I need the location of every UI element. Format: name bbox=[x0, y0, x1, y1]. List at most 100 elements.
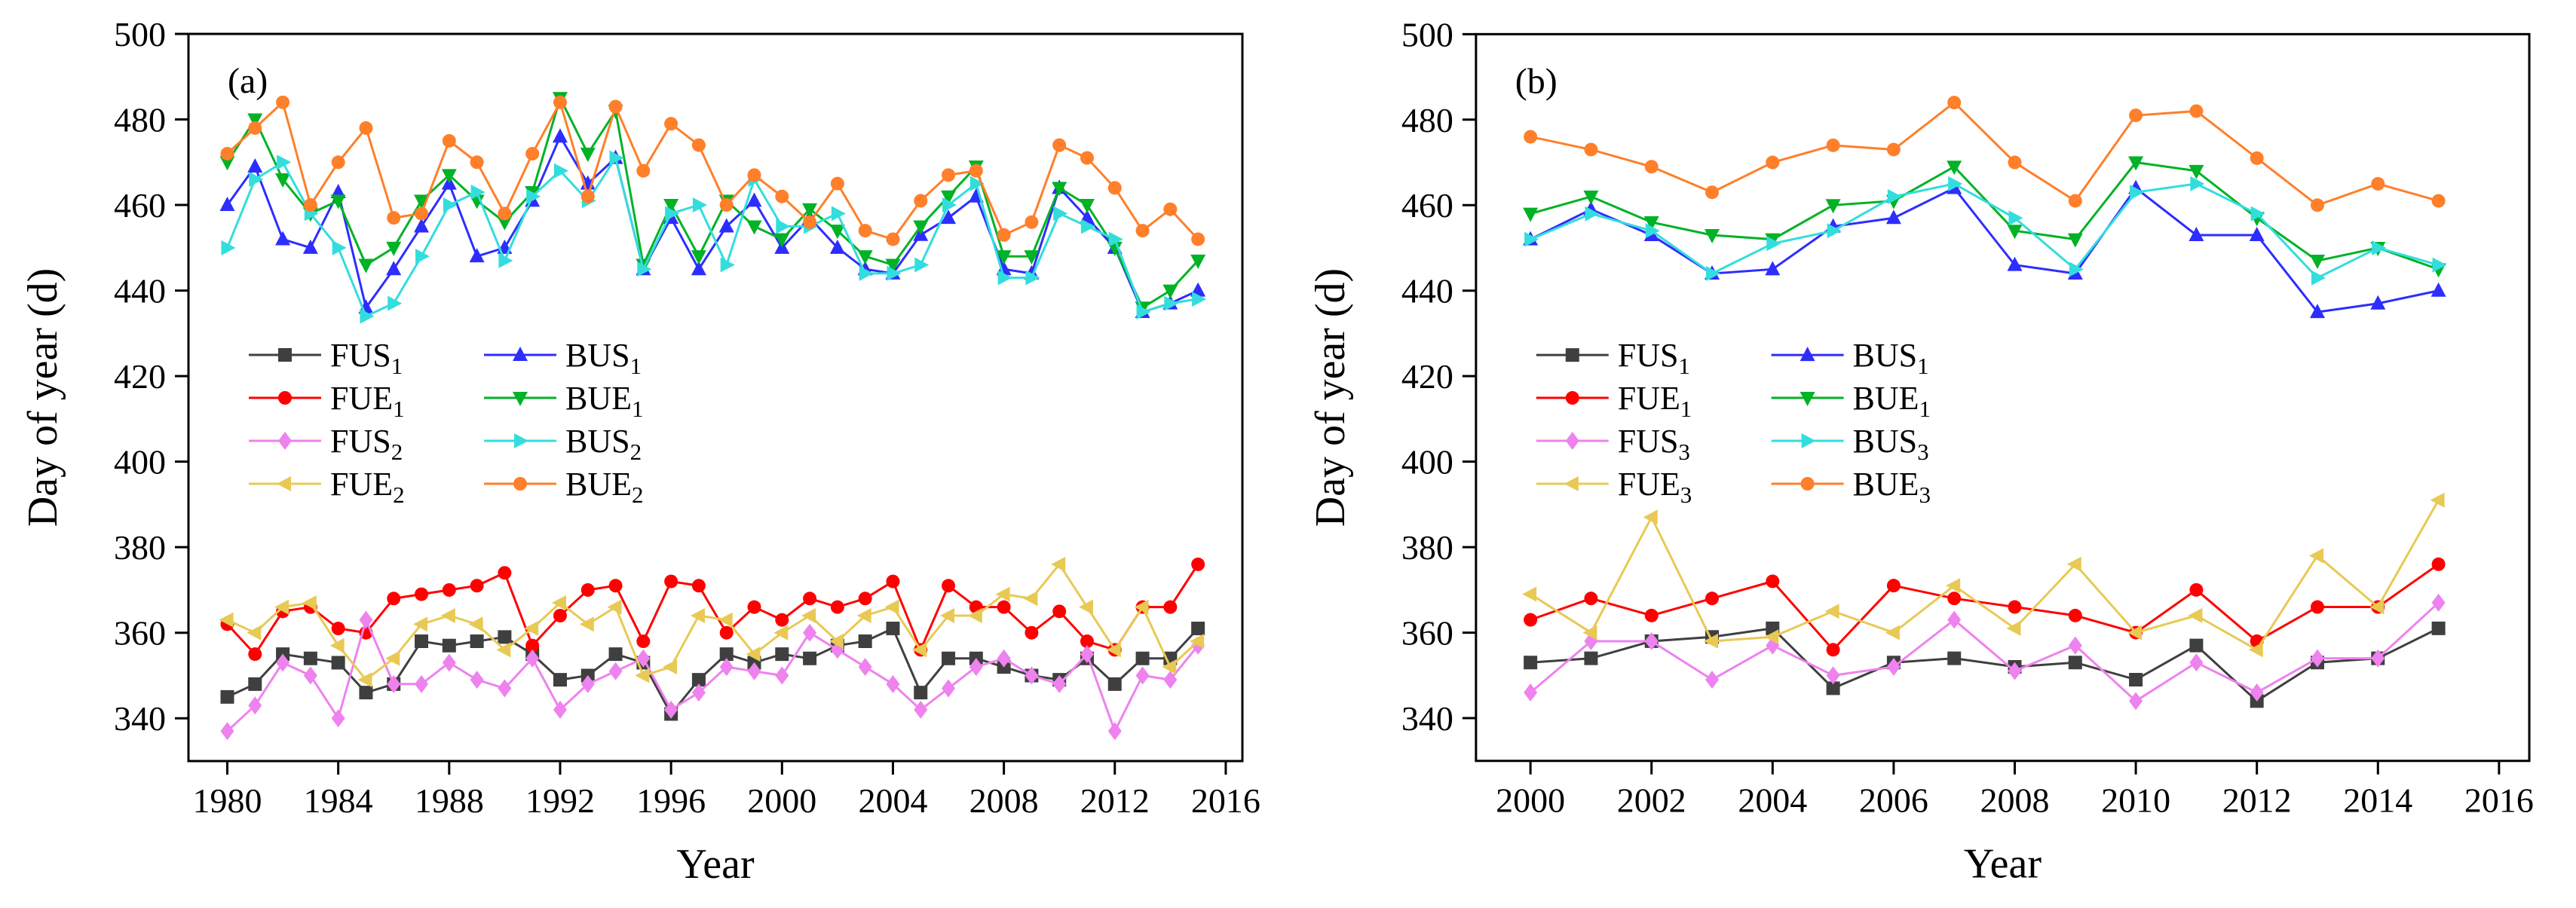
x-tick-label: 2010 bbox=[2101, 781, 2170, 820]
plot-frame bbox=[187, 32, 1244, 763]
square-marker bbox=[470, 634, 484, 649]
series-BUE1 bbox=[1523, 156, 2446, 278]
series-line bbox=[1530, 627, 2440, 703]
y-tick-label: 440 bbox=[114, 272, 166, 310]
circle-marker bbox=[553, 609, 567, 622]
square-marker bbox=[858, 634, 872, 649]
triangle-right-marker bbox=[277, 154, 292, 170]
circle-marker bbox=[1886, 142, 1901, 157]
circle-marker bbox=[553, 95, 567, 109]
diamond-marker bbox=[470, 671, 484, 689]
triangle-left-marker bbox=[274, 599, 289, 615]
series-line bbox=[1530, 101, 2440, 206]
square-marker bbox=[942, 651, 956, 665]
circle-marker bbox=[1163, 202, 1178, 216]
triangle-down-marker bbox=[219, 156, 235, 171]
triangle-down-marker bbox=[414, 194, 430, 209]
triangle-left-marker bbox=[440, 608, 455, 623]
square-marker bbox=[2189, 638, 2204, 653]
diamond-marker bbox=[1524, 683, 1538, 702]
legend-label: FUS2 bbox=[330, 423, 403, 465]
series-FUE3 bbox=[1522, 492, 2445, 658]
triangle-up-marker bbox=[275, 231, 291, 246]
diamond-marker bbox=[1947, 610, 1962, 629]
circle-marker bbox=[858, 592, 872, 606]
diamond-marker bbox=[1080, 645, 1094, 664]
circle-marker bbox=[2250, 151, 2264, 165]
triangle-left-marker bbox=[2430, 492, 2445, 508]
circle-marker bbox=[470, 579, 484, 593]
y-tick-label: 460 bbox=[1401, 186, 1453, 225]
series-FUE2 bbox=[219, 556, 1205, 688]
square-marker bbox=[608, 647, 623, 662]
x-axis: 1980 1984 1988 1992 1996 2000 2004 2008 2012 2016 bbox=[193, 761, 1260, 820]
legend-label: FUE2 bbox=[330, 466, 405, 508]
triangle-down-marker bbox=[885, 258, 901, 274]
square-marker bbox=[1191, 622, 1205, 636]
circle-marker bbox=[1826, 643, 1840, 657]
square-marker bbox=[803, 651, 817, 665]
circle-marker bbox=[1766, 155, 1780, 170]
circle-marker bbox=[747, 600, 761, 614]
x-tick-label: 2008 bbox=[1980, 781, 2050, 820]
triangle-down-marker bbox=[2067, 233, 2083, 248]
square-marker bbox=[1565, 348, 1579, 362]
circle-marker bbox=[580, 189, 595, 203]
triangle-left-marker bbox=[2188, 607, 2203, 623]
series-BUS1 bbox=[219, 128, 1206, 318]
y-axis-title: Day of year (d) bbox=[1307, 268, 1354, 527]
y-tick-label: 440 bbox=[1401, 272, 1453, 310]
triangle-right-marker bbox=[498, 252, 513, 268]
triangle-right-marker bbox=[637, 261, 652, 277]
circle-marker bbox=[525, 638, 540, 653]
y-tick-label: 480 bbox=[114, 101, 166, 139]
triangle-left-marker bbox=[1564, 475, 1579, 491]
diamond-marker bbox=[608, 662, 623, 680]
x-tick-label: 1988 bbox=[415, 781, 484, 820]
triangle-down-marker bbox=[1825, 199, 1841, 214]
circle-marker bbox=[886, 232, 900, 246]
triangle-right-marker bbox=[1645, 223, 1660, 239]
circle-marker bbox=[1135, 224, 1150, 238]
triangle-right-marker bbox=[609, 150, 624, 166]
triangle-down-marker bbox=[857, 250, 873, 265]
square-marker bbox=[442, 638, 456, 653]
circle-marker bbox=[664, 574, 678, 589]
series-BUE1 bbox=[219, 92, 1206, 316]
diamond-marker bbox=[2189, 653, 2204, 672]
triangle-right-marker bbox=[1706, 266, 1721, 282]
x-tick-label: 1996 bbox=[636, 781, 706, 820]
circle-marker bbox=[2068, 194, 2082, 208]
triangle-right-marker bbox=[415, 249, 430, 264]
triangle-down-marker bbox=[1947, 161, 1962, 176]
diamond-marker bbox=[858, 658, 872, 677]
triangle-up-marker bbox=[469, 248, 485, 263]
circle-marker bbox=[775, 189, 789, 203]
series-line bbox=[1530, 182, 2440, 280]
square-marker bbox=[1826, 681, 1840, 696]
series-FUS2 bbox=[220, 610, 1205, 741]
panel-label: (a) bbox=[228, 61, 268, 101]
legend-item: BUS1 bbox=[484, 337, 642, 379]
legend-label: FUE1 bbox=[330, 380, 405, 422]
circle-marker bbox=[1052, 604, 1067, 619]
circle-marker bbox=[1025, 625, 1039, 640]
legend-label: BUE3 bbox=[1853, 466, 1931, 508]
triangle-left-marker bbox=[1764, 629, 1779, 645]
circle-marker bbox=[2008, 600, 2022, 614]
triangle-down-marker bbox=[1583, 190, 1599, 205]
triangle-right-marker bbox=[387, 295, 403, 311]
y-tick-label: 360 bbox=[1401, 614, 1453, 653]
y-tick-label: 360 bbox=[114, 614, 166, 653]
square-marker bbox=[248, 677, 262, 691]
y-tick-label: 380 bbox=[114, 528, 166, 567]
triangle-left-marker bbox=[801, 608, 816, 623]
triangle-right-marker bbox=[2372, 240, 2387, 255]
series-line bbox=[226, 154, 1199, 318]
square-marker bbox=[498, 630, 512, 644]
diamond-marker bbox=[664, 700, 678, 719]
triangle-right-marker bbox=[942, 197, 957, 213]
legend-item: BUS2 bbox=[484, 423, 642, 465]
